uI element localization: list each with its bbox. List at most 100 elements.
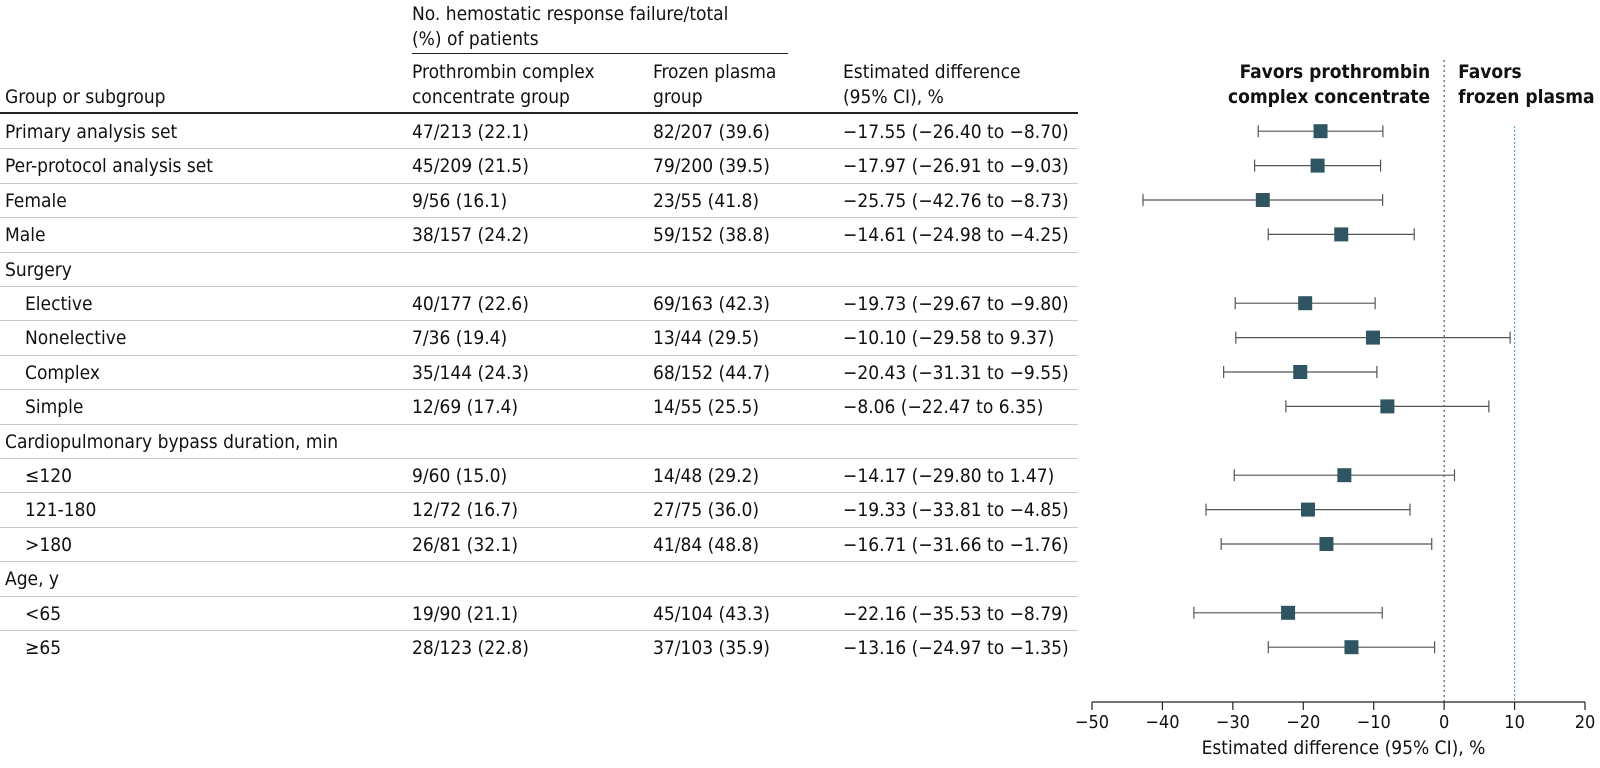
cell-diff: −19.73 (−29.67 to −9.80) (843, 293, 1069, 315)
row-divider (0, 424, 1078, 425)
cell-fp: 41/84 (48.8) (653, 533, 760, 556)
column-header-pcc-line2: concentrate group (412, 86, 570, 108)
point-estimate-marker (1281, 605, 1296, 620)
point-estimate-marker (1319, 537, 1334, 551)
row-divider (0, 389, 1078, 390)
row-label: Surgery (5, 258, 72, 281)
row-divider (0, 630, 1078, 631)
cell-diff: −8.06 (−22.47 to 6.35) (843, 396, 1044, 419)
cell-pcc: 40/177 (22.6) (412, 293, 529, 315)
row-divider (0, 458, 1078, 459)
cell-diff: −16.71 (−31.66 to −1.76) (843, 533, 1069, 556)
cell-fp: 79/200 (39.5) (653, 155, 770, 178)
row-label: Age, y (5, 568, 60, 591)
cell-diff: −17.55 (−26.40 to −8.70) (843, 121, 1069, 143)
x-tick-label: −40 (1145, 712, 1179, 733)
cell-diff: −10.10 (−29.58 to 9.37) (843, 327, 1055, 350)
cell-pcc: 12/69 (17.4) (412, 396, 519, 419)
cell-pcc: 38/157 (24.2) (412, 224, 529, 247)
cell-pcc: 35/144 (24.3) (412, 361, 529, 384)
cell-fp: 59/152 (38.8) (653, 224, 770, 247)
row-divider (0, 217, 1078, 218)
row-label: Cardiopulmonary bypass duration, min (5, 430, 339, 453)
row-divider (0, 527, 1078, 528)
x-tick-label: −10 (1357, 712, 1391, 733)
row-label: Nonelective (25, 327, 127, 350)
cell-diff: −13.16 (−24.97 to −1.35) (843, 637, 1069, 659)
cell-fp: 14/48 (29.2) (653, 465, 760, 487)
point-estimate-marker (1255, 193, 1270, 207)
x-tick-label: −30 (1216, 712, 1250, 733)
point-estimate-marker (1344, 640, 1359, 655)
column-group-underline (412, 53, 788, 54)
cell-fp: 69/163 (42.3) (653, 293, 770, 315)
point-estimate-marker (1380, 399, 1395, 414)
cell-fp: 37/103 (35.9) (653, 637, 770, 659)
favors-right-label-line1: Favors (1458, 61, 1522, 83)
favors-left-label-line2: complex concentrate (1228, 86, 1430, 108)
row-label: <65 (25, 602, 62, 625)
cell-fp: 23/55 (41.8) (653, 189, 760, 212)
cell-pcc: 9/56 (16.1) (412, 189, 508, 212)
column-header-fp-line2: group (653, 86, 703, 108)
cell-diff: −19.33 (−33.81 to −4.85) (843, 499, 1069, 522)
point-estimate-marker (1298, 296, 1313, 311)
row-divider (0, 596, 1078, 597)
cell-pcc: 45/209 (21.5) (412, 155, 529, 178)
point-estimate-marker (1313, 124, 1328, 139)
column-header-diff-line2: (95% CI), % (843, 86, 944, 108)
point-estimate-marker (1337, 468, 1352, 483)
row-divider (0, 286, 1078, 287)
cell-fp: 14/55 (25.5) (653, 396, 760, 419)
row-label: Male (5, 224, 46, 247)
column-header-diff-line1: Estimated difference (843, 61, 1021, 83)
favors-left-label-line1: Favors prothrombin (1240, 61, 1431, 83)
point-estimate-marker (1293, 365, 1308, 379)
cell-pcc: 26/81 (32.1) (412, 533, 519, 556)
column-group-header-line1: No. hemostatic response failure/total (412, 3, 729, 25)
cell-diff: −14.17 (−29.80 to 1.47) (843, 465, 1055, 487)
point-estimate-marker (1366, 330, 1381, 345)
cell-pcc: 28/123 (22.8) (412, 637, 529, 659)
x-tick-label: 0 (1439, 712, 1449, 733)
row-label: Per-protocol analysis set (5, 155, 213, 178)
row-label: Female (5, 189, 67, 212)
column-group-header-line2: (%) of patients (412, 28, 539, 50)
row-label: Elective (25, 293, 93, 315)
x-tick-label: 10 (1504, 712, 1525, 733)
row-divider (0, 355, 1078, 356)
cell-fp: 68/152 (44.7) (653, 361, 770, 384)
cell-pcc: 47/213 (22.1) (412, 121, 529, 143)
x-tick-label: −20 (1286, 712, 1320, 733)
row-label: >180 (25, 533, 72, 556)
row-divider (0, 183, 1078, 184)
x-tick-label: 20 (1575, 712, 1596, 733)
cell-diff: −20.43 (−31.31 to −9.55) (843, 361, 1069, 384)
cell-pcc: 12/72 (16.7) (412, 499, 519, 522)
row-label: Primary analysis set (5, 121, 178, 143)
row-label: 121-180 (25, 499, 97, 522)
point-estimate-marker (1334, 227, 1349, 242)
row-divider (0, 492, 1078, 493)
point-estimate-marker (1310, 158, 1325, 173)
column-header-fp-line1: Frozen plasma (653, 61, 777, 83)
row-label: Simple (25, 396, 84, 419)
column-header-group: Group or subgroup (5, 86, 166, 108)
header-rule (0, 112, 1078, 114)
cell-diff: −14.61 (−24.98 to −4.25) (843, 224, 1069, 247)
cell-diff: −17.97 (−26.91 to −9.03) (843, 155, 1069, 178)
cell-fp: 27/75 (36.0) (653, 499, 760, 522)
cell-diff: −22.16 (−35.53 to −8.79) (843, 602, 1069, 625)
row-label: ≥65 (25, 637, 62, 659)
favors-right-label-line2: frozen plasma (1458, 86, 1594, 108)
cell-pcc: 7/36 (19.4) (412, 327, 508, 350)
row-divider (0, 561, 1078, 562)
cell-pcc: 9/60 (15.0) (412, 465, 508, 487)
row-divider (0, 148, 1078, 149)
cell-fp: 45/104 (43.3) (653, 602, 770, 625)
x-tick-label: −50 (1075, 712, 1109, 733)
cell-pcc: 19/90 (21.1) (412, 602, 519, 625)
column-header-pcc-line1: Prothrombin complex (412, 61, 595, 83)
cell-fp: 82/207 (39.6) (653, 121, 770, 143)
row-label: ≤120 (25, 465, 72, 487)
